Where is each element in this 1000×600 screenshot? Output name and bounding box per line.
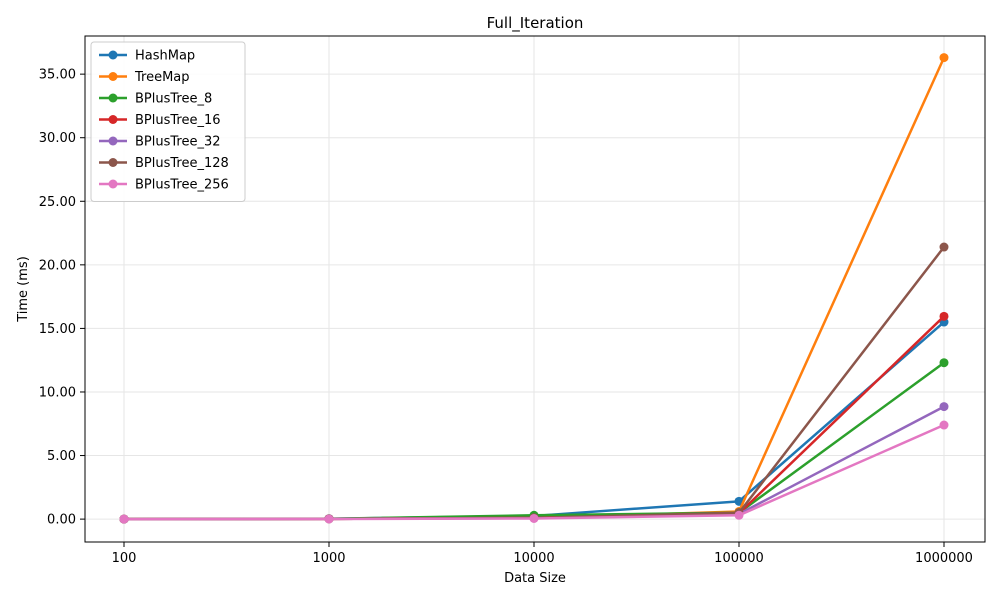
data-point: [939, 311, 949, 321]
legend-marker: [108, 72, 118, 81]
series-bplustree-256: [119, 420, 949, 524]
legend-item: BPlusTree_128: [99, 156, 229, 171]
y-tick-label: 30.00: [39, 131, 76, 146]
legend: HashMap TreeMap BPlusTree_8 BPlusTree_16 BPl…: [90, 41, 246, 202]
legend-label: BPlusTree_256: [135, 178, 229, 193]
plot-area: [84, 35, 986, 543]
legend-label: BPlusTree_16: [135, 113, 221, 128]
y-tick-label: 20.00: [39, 258, 76, 273]
y-tick-label: 25.00: [39, 195, 76, 210]
x-tick-label: 10000: [513, 551, 554, 566]
x-tick-label: 100: [112, 551, 137, 566]
data-point: [939, 402, 949, 412]
data-point: [119, 514, 129, 524]
legend-item: HashMap: [99, 49, 195, 64]
chart-title: Full_Iteration: [487, 14, 584, 33]
y-tick-label: 0.00: [47, 513, 76, 528]
data-point: [734, 510, 744, 520]
y-tick-label: 15.00: [39, 322, 76, 337]
x-axis-label: Data Size: [504, 571, 566, 586]
legend-item: BPlusTree_8: [99, 92, 212, 107]
legend-item: BPlusTree_256: [99, 178, 229, 193]
y-tick-label: 5.00: [47, 449, 76, 464]
legend-label: BPlusTree_32: [135, 135, 221, 150]
tick-layer: 0.00 5.00 10.00 15.00 20.00 25.00 30.00 35.00 10…: [39, 68, 973, 566]
data-point: [939, 242, 949, 252]
legend-box: [90, 41, 246, 202]
legend-label: HashMap: [135, 49, 195, 64]
legend-marker: [108, 158, 118, 167]
x-tick-label: 1000: [312, 551, 345, 566]
legend-item: BPlusTree_16: [99, 113, 221, 128]
legend-label: TreeMap: [134, 70, 190, 85]
legend-marker: [108, 179, 118, 189]
legend-marker: [108, 115, 118, 124]
legend-marker: [108, 93, 118, 103]
x-tick-label: 1000000: [915, 551, 973, 566]
data-point: [939, 420, 949, 430]
series-layer: [119, 53, 949, 524]
legend-item: TreeMap: [99, 70, 190, 85]
data-point: [939, 53, 949, 63]
data-point: [324, 514, 334, 524]
y-axis-label: Time (ms): [16, 256, 31, 323]
legend-label: BPlusTree_8: [135, 92, 212, 107]
x-tick-label: 100000: [714, 551, 764, 566]
legend-item: BPlusTree_32: [99, 135, 221, 150]
y-tick-label: 35.00: [39, 68, 76, 83]
y-tick-label: 10.00: [39, 385, 76, 400]
legend-marker: [108, 50, 118, 60]
legend-marker: [108, 136, 118, 146]
data-point: [939, 358, 949, 368]
legend-label: BPlusTree_128: [135, 156, 229, 171]
data-point: [529, 513, 539, 523]
